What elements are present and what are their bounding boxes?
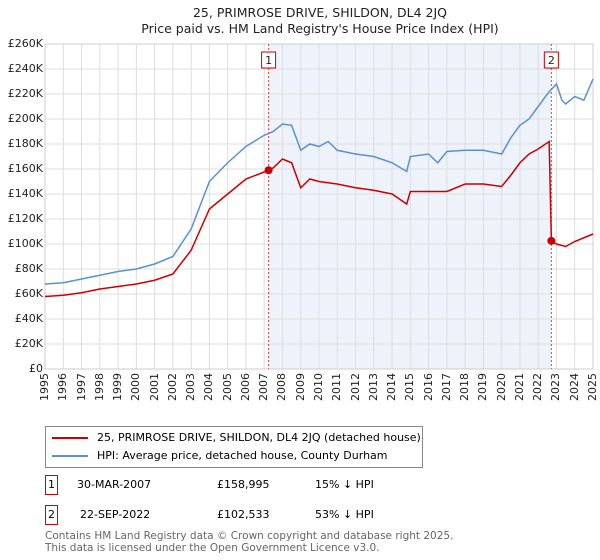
y-tick-label: £140K xyxy=(7,187,43,200)
x-tick-label: 2012 xyxy=(348,373,362,401)
x-tick-label: 2002 xyxy=(165,373,179,401)
x-tick-label: 1999 xyxy=(111,373,125,401)
x-tick-label: 2010 xyxy=(312,373,325,401)
plot-frame xyxy=(44,43,594,370)
chart-subtitle: Price paid vs. HM Land Registry's House … xyxy=(141,21,498,36)
y-tick-label: £160K xyxy=(7,162,43,175)
x-tick-label: 1995 xyxy=(38,373,51,401)
x-tick-label: 2000 xyxy=(129,373,143,401)
x-tick-label: 2015 xyxy=(403,373,417,401)
x-tick-label: 2025 xyxy=(586,373,599,401)
x-tick-label: 2016 xyxy=(421,373,435,401)
x-tick-label: 2011 xyxy=(330,373,344,401)
y-tick-label: £260K xyxy=(7,37,43,50)
x-tick-label: 2001 xyxy=(147,373,161,401)
y-tick-label: £0 xyxy=(29,362,43,375)
y-tick-label: £60K xyxy=(14,287,43,300)
x-tick-label: 2023 xyxy=(549,373,563,401)
sale-badge: 2 xyxy=(45,505,58,525)
sale-date: 30-MAR-2007 xyxy=(77,478,152,491)
y-tick-label: £40K xyxy=(14,312,43,325)
legend-label-hpi: HPI: Average price, detached house, Coun… xyxy=(97,449,388,462)
sale-point xyxy=(264,166,273,175)
x-tick-label: 2007 xyxy=(257,373,271,401)
x-tick-label: 2008 xyxy=(275,373,289,401)
sale-price: £158,995 xyxy=(217,478,270,491)
x-tick-label: 1996 xyxy=(56,373,70,401)
sale-marker-label: 1 xyxy=(265,54,272,67)
sale-marker-label: 2 xyxy=(548,54,555,67)
sale-price: £102,533 xyxy=(217,508,270,521)
x-tick-label: 2024 xyxy=(567,373,581,401)
y-tick-label: £180K xyxy=(7,137,43,150)
chart-title: 25, PRIMROSE DRIVE, SHILDON, DL4 2JQ xyxy=(193,5,447,20)
sale-badge: 1 xyxy=(45,475,58,495)
x-tick-label: 2019 xyxy=(476,373,490,401)
y-tick-label: £20K xyxy=(14,337,43,350)
footer: Contains HM Land Registry data © Crown c… xyxy=(45,530,453,554)
sale-delta: 53% ↓ HPI xyxy=(315,508,374,521)
x-tick-label: 1998 xyxy=(92,373,106,401)
legend-label-property: 25, PRIMROSE DRIVE, SHILDON, DL4 2JQ (de… xyxy=(97,431,421,444)
x-tick-label: 2020 xyxy=(494,373,508,401)
legend-swatch-hpi xyxy=(52,455,88,457)
y-tick-label: £200K xyxy=(7,112,43,125)
sale-marker-box xyxy=(543,51,559,69)
hpi-line xyxy=(44,78,594,285)
x-tick-label: 1997 xyxy=(74,373,88,401)
x-tick-label: 2005 xyxy=(220,373,234,401)
footer-line-2: This data is licensed under the Open Gov… xyxy=(45,542,380,554)
x-tick-label: 2018 xyxy=(458,373,472,401)
sale-date: 22-SEP-2022 xyxy=(80,508,151,521)
sale-row: 2 22-SEP-2022 £102,533 53% ↓ HPI xyxy=(45,505,445,525)
x-tick-label: 2004 xyxy=(202,373,216,401)
sale-row: 1 30-MAR-2007 £158,995 15% ↓ HPI xyxy=(45,475,445,495)
legend-swatch-property xyxy=(52,437,88,439)
sale-delta: 15% ↓ HPI xyxy=(315,478,374,491)
x-tick-label: 2017 xyxy=(439,373,453,401)
x-tick-label: 2014 xyxy=(385,373,399,401)
sale-point xyxy=(547,236,556,245)
y-tick-label: £80K xyxy=(14,262,43,275)
price-chart: 25, PRIMROSE DRIVE, SHILDON, DL4 2JQ Pri… xyxy=(44,5,594,370)
x-tick-label: 2006 xyxy=(238,373,252,401)
x-tick-label: 2022 xyxy=(531,373,545,401)
footer-line-1: Contains HM Land Registry data © Crown c… xyxy=(45,530,454,542)
y-tick-label: £240K xyxy=(7,62,43,75)
property-line xyxy=(44,140,594,298)
y-tick-label: £120K xyxy=(7,212,43,225)
x-tick-label: 2013 xyxy=(366,373,380,401)
legend: 25, PRIMROSE DRIVE, SHILDON, DL4 2JQ (de… xyxy=(45,426,423,468)
x-tick-label: 2003 xyxy=(184,373,198,401)
x-tick-label: 2009 xyxy=(293,373,307,401)
sale-marker-box xyxy=(261,51,277,69)
x-tick-label: 2021 xyxy=(512,373,526,401)
y-tick-label: £220K xyxy=(7,87,43,100)
y-tick-label: £100K xyxy=(7,237,43,250)
